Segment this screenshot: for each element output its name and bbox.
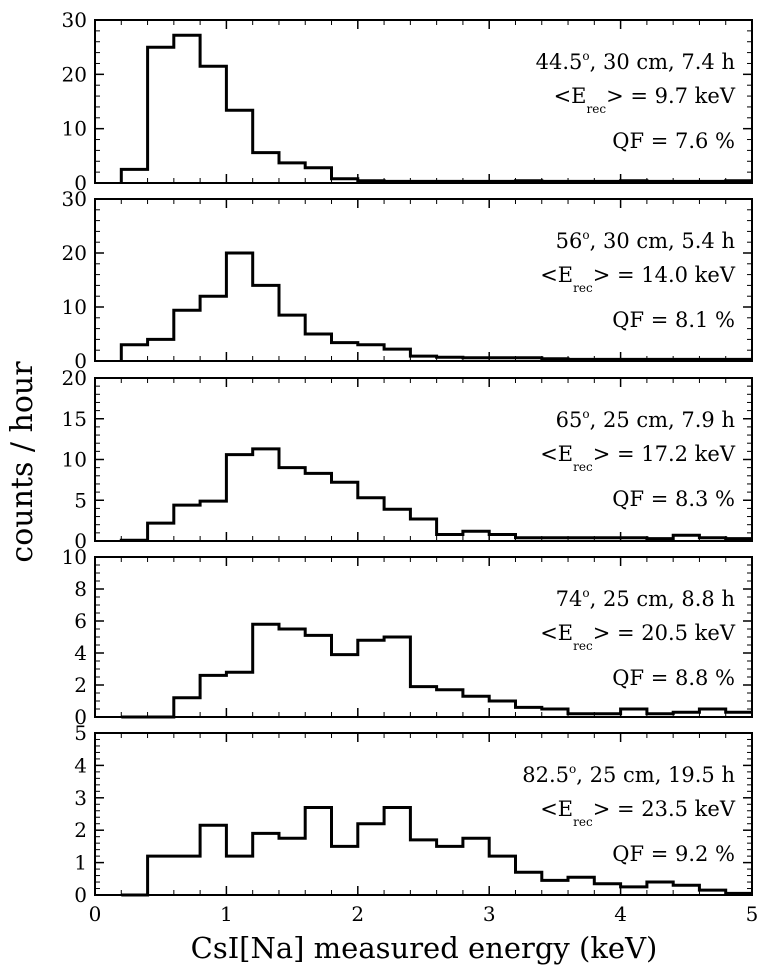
y-tick-label: 30 [62, 187, 87, 211]
y-axis-label: counts / hour [5, 361, 40, 563]
panel-frame [94, 732, 753, 896]
annotation-angle: 56o, 30 cm, 5.4 h [556, 228, 735, 253]
y-tick-label: 1 [74, 851, 87, 875]
y-tick-label: 0 [74, 529, 87, 553]
y-tick-label: 5 [74, 721, 87, 745]
y-tick-label: 0 [74, 171, 87, 195]
x-axis-label: CsI[Na] measured energy (keV) [191, 931, 658, 965]
y-tick-label: 8 [74, 577, 87, 601]
panel-2: 0 10 20 30 56o, 30 cm, 5.4 h <Erec> = 14.0 ke… [62, 187, 753, 373]
y-tick-label: 30 [62, 8, 87, 32]
y-tick-label: 4 [74, 753, 87, 777]
y-tick-label: 10 [62, 545, 87, 569]
annotation-erec: <Erec> = 20.5 keV [540, 621, 736, 653]
y-tick-label: 4 [74, 641, 87, 665]
panel-frame [94, 19, 753, 184]
y-tick-label: 10 [62, 448, 87, 472]
annotation-qf: QF = 8.8 % [612, 666, 735, 690]
panel-3: 0 5 10 15 20 65o, 25 cm, 7.9 h <Erec> = 17.2 k… [62, 366, 753, 553]
y-tick-label: 10 [62, 117, 87, 141]
panel-5: 0 1 2 3 4 5 82.5o, 25 cm, 19.5 h <Erec> = 23.5 … [74, 721, 753, 907]
histogram-series [119, 251, 752, 361]
annotation-qf: QF = 7.6 % [612, 129, 735, 153]
annotation-qf: QF = 9.2 % [612, 842, 735, 866]
y-tick-label: 2 [74, 818, 87, 842]
x-tick-label: 4 [614, 902, 627, 926]
y-tick-label: 0 [74, 705, 87, 729]
annotation-angle: 74o, 25 cm, 8.8 h [556, 586, 735, 611]
panel-frame [94, 198, 753, 362]
y-tick-label: 0 [74, 349, 87, 373]
y-tick-label: 3 [74, 786, 87, 810]
annotation-erec: <Erec> = 23.5 keV [540, 797, 736, 829]
histogram-series [121, 622, 752, 719]
annotation-erec: <Erec> = 17.2 keV [540, 442, 736, 474]
y-tick-label: 5 [74, 488, 87, 512]
y-tick-label: 20 [62, 366, 87, 390]
histogram-series [121, 806, 752, 897]
x-tick-label: 1 [220, 902, 233, 926]
y-tick-label: 10 [62, 295, 87, 319]
y-tick-label: 15 [62, 407, 87, 431]
annotation-angle: 44.5o, 30 cm, 7.4 h [536, 49, 735, 74]
histogram-series [119, 447, 752, 542]
y-tick-label: 2 [74, 673, 87, 697]
histogram-series [119, 33, 752, 183]
annotation-qf: QF = 8.3 % [612, 487, 735, 511]
annotation-erec: <Erec> = 9.7 keV [554, 84, 736, 116]
y-tick-label: 6 [74, 609, 87, 633]
panel-1: 0 10 20 30 44.5o, 30 cm, 7.4 h <Erec> = 9.7 k… [62, 8, 753, 195]
y-tick-label: 20 [62, 241, 87, 265]
x-tick-label: 2 [351, 902, 364, 926]
x-tick-label: 0 [89, 902, 102, 926]
x-tick-label: 5 [746, 902, 759, 926]
annotation-erec: <Erec> = 14.0 keV [540, 263, 736, 295]
annotation-angle: 82.5o, 25 cm, 19.5 h [522, 762, 735, 787]
annotation-angle: 65o, 25 cm, 7.9 h [556, 407, 735, 432]
annotation-qf: QF = 8.1 % [612, 308, 735, 332]
x-tick-label: 3 [483, 902, 496, 926]
y-tick-label: 0 [74, 883, 87, 907]
panel-4: 0 2 4 6 8 10 74o, 25 cm, 8.8 h <Erec> = 20.5 ke… [62, 545, 753, 729]
y-tick-label: 20 [62, 62, 87, 86]
